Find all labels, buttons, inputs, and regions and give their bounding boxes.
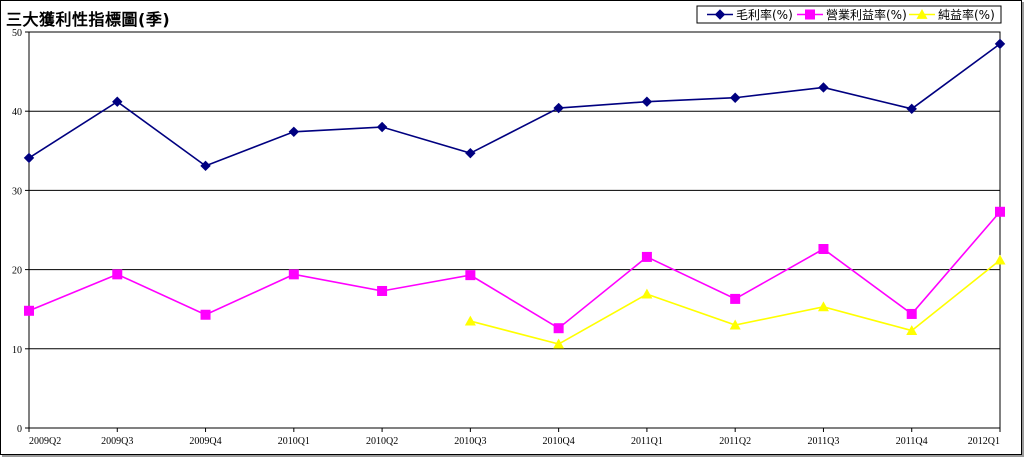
x-tick-label: 2010Q2 — [366, 436, 398, 447]
data-point-s2-2011Q4 — [906, 325, 918, 335]
data-point-s1-2010Q2 — [377, 285, 388, 296]
legend-label-0: 毛利率(%) — [736, 7, 793, 22]
data-point-s1-2010Q4 — [553, 323, 564, 334]
x-tick-label: 2010Q1 — [278, 436, 310, 447]
x-tick-label: 2011Q4 — [896, 436, 928, 447]
y-tick-label: 40 — [12, 107, 22, 118]
data-point-s2-2011Q3 — [817, 301, 829, 312]
x-tick-label: 2009Q2 — [29, 436, 61, 447]
data-point-s1-2012Q1 — [995, 206, 1005, 217]
data-point-s0-2010Q3 — [465, 147, 476, 159]
data-point-s2-2012Q1 — [994, 254, 1006, 265]
y-tick-label: 10 — [12, 345, 22, 356]
x-tick-label: 2010Q3 — [454, 436, 486, 447]
data-point-s0-2009Q2 — [23, 152, 35, 164]
data-point-s1-2009Q4 — [200, 309, 211, 320]
y-tick-label: 20 — [12, 266, 22, 277]
legend-marker-2 — [916, 9, 928, 19]
x-tick-label: 2011Q3 — [808, 436, 840, 447]
series-line-1 — [28, 211, 1001, 330]
data-point-s0-2011Q4 — [906, 103, 917, 115]
y-tick-label: 30 — [12, 186, 22, 197]
data-point-s1-2009Q3 — [112, 269, 123, 280]
data-point-s2-2011Q1 — [641, 288, 653, 299]
chart-title: 三大獲利性指標圖(季) — [6, 10, 171, 29]
data-point-s0-2012Q1 — [994, 38, 1006, 50]
y-tick-label: 0 — [17, 424, 22, 435]
legend-marker-0 — [714, 9, 726, 20]
x-tick-label: 2011Q1 — [631, 436, 663, 447]
y-tick-label: 50 — [12, 28, 22, 39]
legend-label-1: 營業利益率(%) — [826, 7, 907, 22]
legend-label-2: 純益率(%) — [938, 7, 995, 22]
legend-marker-1 — [805, 9, 815, 20]
data-point-s1-2009Q2 — [24, 305, 34, 316]
data-point-s0-2011Q2 — [729, 92, 741, 103]
x-tick-label: 2011Q2 — [719, 436, 751, 447]
x-tick-label: 2012Q1 — [968, 436, 1000, 447]
series-line-0 — [28, 43, 1001, 167]
data-point-s0-2009Q4 — [200, 160, 211, 172]
data-point-s2-2010Q3 — [464, 315, 476, 326]
data-point-s1-2010Q3 — [465, 270, 476, 281]
data-point-s0-2010Q1 — [288, 126, 300, 137]
data-point-s1-2011Q3 — [818, 244, 829, 255]
x-tick-label: 2010Q4 — [543, 436, 575, 447]
data-point-s0-2010Q2 — [376, 121, 388, 133]
data-point-s1-2011Q2 — [730, 293, 741, 304]
data-point-s1-2010Q1 — [288, 269, 299, 280]
x-tick-label: 2009Q3 — [101, 436, 133, 447]
data-point-s1-2011Q4 — [906, 308, 917, 319]
data-point-s2-2010Q4 — [553, 338, 565, 349]
data-point-s2-2011Q2 — [729, 319, 741, 330]
data-point-s1-2011Q1 — [641, 251, 652, 262]
x-tick-label: 2009Q4 — [189, 436, 221, 447]
data-point-s0-2011Q3 — [818, 82, 829, 93]
data-point-s0-2010Q4 — [553, 102, 564, 114]
data-point-s0-2011Q1 — [641, 96, 653, 107]
plot-area — [28, 31, 1001, 429]
data-point-s0-2009Q3 — [112, 96, 123, 107]
